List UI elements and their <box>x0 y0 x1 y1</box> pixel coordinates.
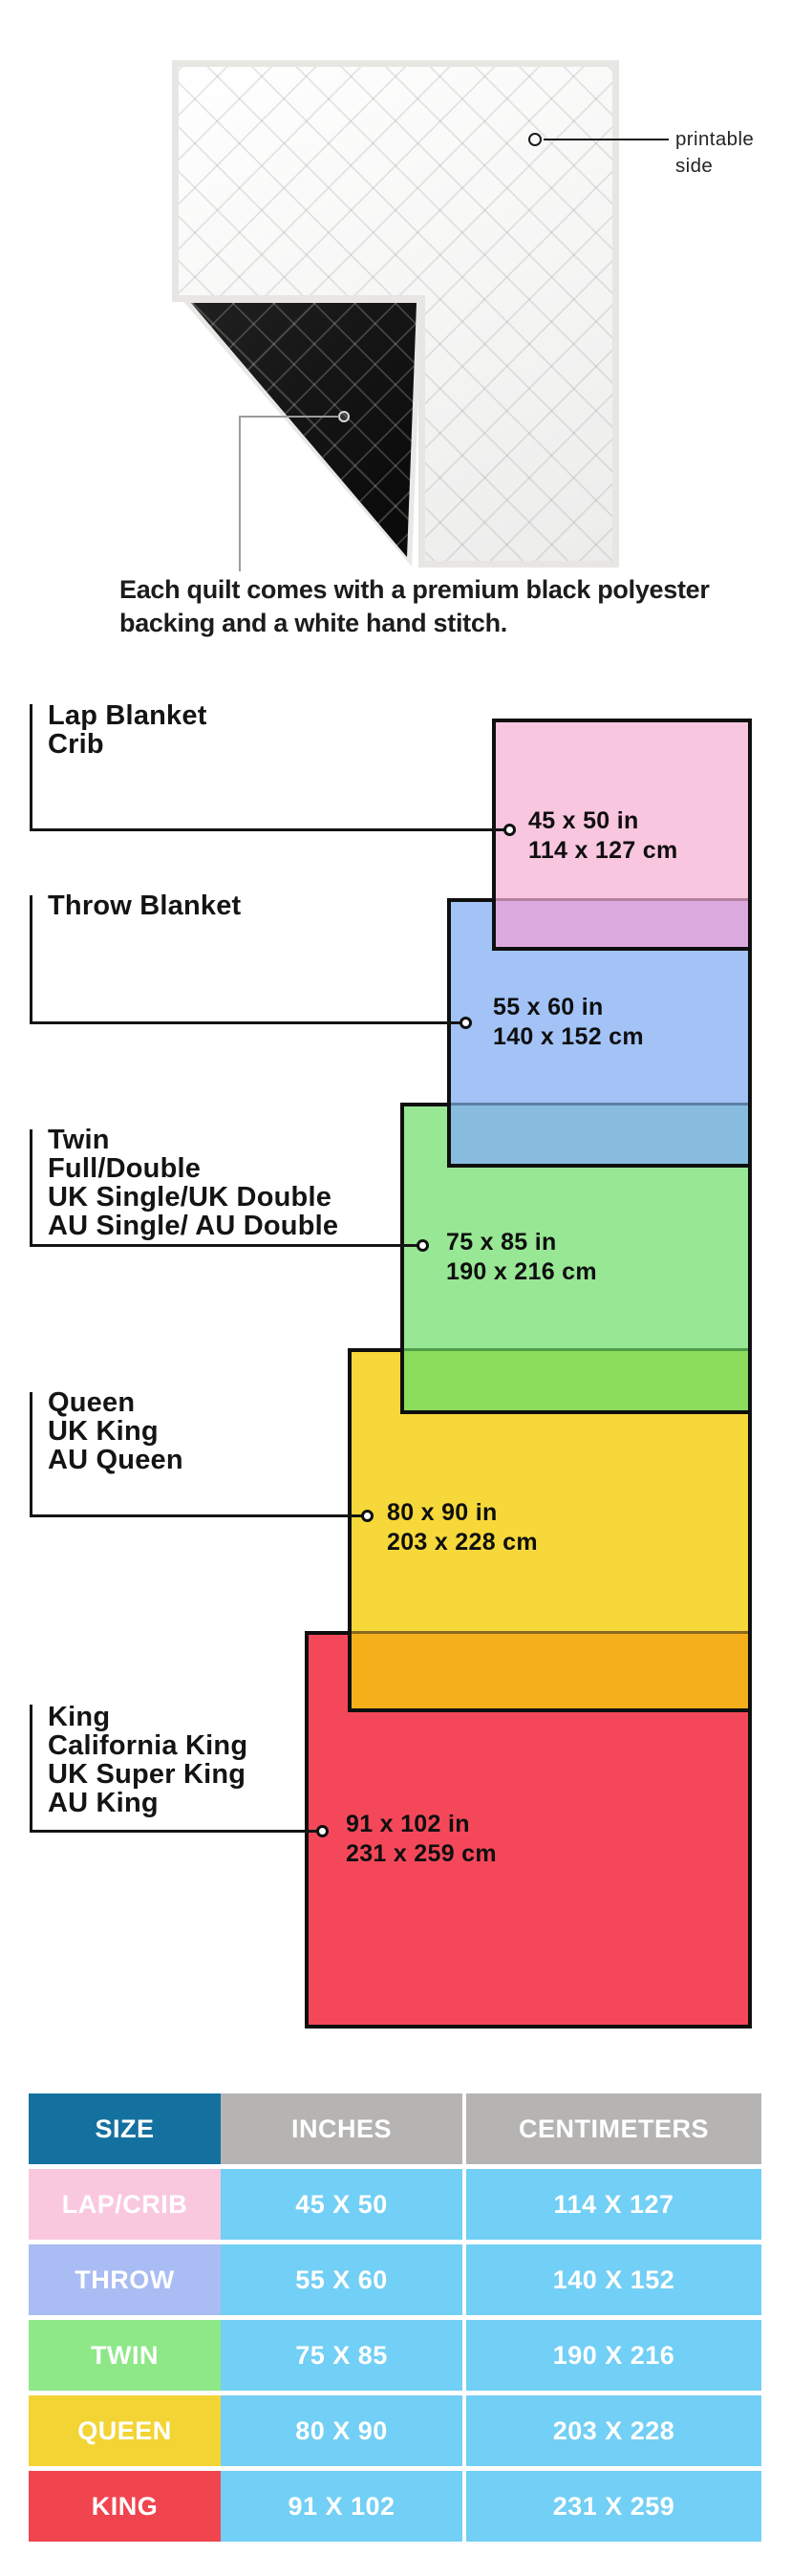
quilt-caption-line2: backing and a white hand stitch. <box>119 609 507 637</box>
table-header-row: SIZE INCHES CENTIMETERS <box>29 2093 761 2164</box>
table-cell-inches: 55 X 60 <box>221 2244 462 2315</box>
overlap-band-queen <box>352 1631 748 1708</box>
size-label-line: Lap Blanket <box>48 700 207 731</box>
size-table: SIZE INCHES CENTIMETERS LAP/CRIB 45 X 50… <box>29 2093 761 2542</box>
label-tick-twin <box>30 1129 32 1245</box>
size-label-line: UK Single/UK Double <box>48 1182 332 1213</box>
size-label-line: AU Queen <box>48 1445 183 1475</box>
table-row: TWIN 75 X 85 190 X 216 <box>29 2320 761 2391</box>
marker-circle-icon-twin <box>417 1239 429 1252</box>
dimension-cm: 231 x 259 cm <box>346 1840 497 1867</box>
printable-side-label-line1: printable <box>675 128 755 150</box>
table-cell-cm: 203 X 228 <box>466 2395 761 2466</box>
size-label-line: AU King <box>48 1788 159 1818</box>
table-cell-inches: 75 X 85 <box>221 2320 462 2391</box>
black-backing-marker-circle-icon <box>338 411 350 422</box>
table-header-inches: INCHES <box>221 2093 462 2164</box>
table-row: KING 91 X 102 231 X 259 <box>29 2471 761 2542</box>
table-cell-cm: 231 X 259 <box>466 2471 761 2542</box>
dimension-inches: 75 x 85 in <box>446 1229 557 1256</box>
label-tick-queen <box>30 1392 32 1515</box>
size-label-line: California King <box>48 1730 248 1761</box>
printable-side-label-line2: side <box>675 155 714 177</box>
size-label-queen: Queen UK King AU Queen <box>48 1388 183 1474</box>
printable-side-marker-circle-icon <box>528 133 542 146</box>
printable-side-label: printable side <box>675 126 754 180</box>
marker-circle-icon-queen <box>361 1510 374 1522</box>
table-cell-size: LAP/CRIB <box>29 2169 221 2240</box>
table-cell-size: KING <box>29 2471 221 2542</box>
dimension-cm: 140 x 152 cm <box>493 1023 644 1050</box>
quilt-caption: Each quilt comes with a premium black po… <box>119 573 710 640</box>
table-cell-inches: 45 X 50 <box>221 2169 462 2240</box>
label-tick-king <box>30 1705 32 1831</box>
size-label-line: UK King <box>48 1416 159 1447</box>
table-cell-cm: 114 X 127 <box>466 2169 761 2240</box>
table-row: LAP/CRIB 45 X 50 114 X 127 <box>29 2169 761 2240</box>
size-label-line: Queen <box>48 1387 136 1418</box>
table-cell-cm: 190 X 216 <box>466 2320 761 2391</box>
quilt-caption-line1: Each quilt comes with a premium black po… <box>119 575 710 604</box>
size-rect-lap <box>492 719 752 951</box>
table-cell-inches: 91 X 102 <box>221 2471 462 2542</box>
dimension-text-lap: 45 x 50 in 114 x 127 cm <box>528 806 678 866</box>
table-header-size: SIZE <box>29 2093 221 2164</box>
leader-line-king <box>30 1830 317 1833</box>
dimension-inches: 45 x 50 in <box>528 807 639 834</box>
dimension-inches: 80 x 90 in <box>387 1499 498 1526</box>
size-label-twin: Twin Full/Double UK Single/UK Double AU … <box>48 1126 338 1240</box>
size-label-king: King California King UK Super King AU Ki… <box>48 1703 247 1817</box>
table-cell-size: QUEEN <box>29 2395 221 2466</box>
overlap-band-twin <box>404 1348 748 1410</box>
marker-circle-icon-lap <box>503 824 516 836</box>
size-label-line: UK Super King <box>48 1759 246 1790</box>
table-row: QUEEN 80 X 90 203 X 228 <box>29 2395 761 2466</box>
table-cell-size: THROW <box>29 2244 221 2315</box>
leader-line-lap <box>30 828 504 831</box>
dimension-cm: 190 x 216 cm <box>446 1258 597 1285</box>
size-label-line: King <box>48 1702 111 1732</box>
black-backing-leader-line-horizontal <box>240 416 339 418</box>
label-tick-lap <box>30 704 32 829</box>
size-label-lap: Lap Blanket Crib <box>48 701 207 759</box>
dimension-inches: 91 x 102 in <box>346 1811 470 1837</box>
size-label-line: Throw Blanket <box>48 891 242 921</box>
size-label-line: Crib <box>48 729 104 760</box>
label-tick-throw <box>30 895 32 1021</box>
table-row: THROW 55 X 60 140 X 152 <box>29 2244 761 2315</box>
leader-line-queen <box>30 1514 362 1517</box>
overlap-band-throw <box>451 1103 748 1164</box>
printable-side-leader-line <box>544 139 669 140</box>
table-header-centimeters: CENTIMETERS <box>466 2093 761 2164</box>
quilt-photo <box>172 60 619 568</box>
dimension-text-twin: 75 x 85 in 190 x 216 cm <box>446 1228 597 1287</box>
size-label-line: AU Single/ AU Double <box>48 1211 339 1241</box>
dimension-text-queen: 80 x 90 in 203 x 228 cm <box>387 1498 538 1557</box>
black-backing-leader-line-vertical <box>239 416 241 571</box>
leader-line-twin <box>30 1244 417 1247</box>
dimension-cm: 114 x 127 cm <box>528 837 678 864</box>
marker-circle-icon-throw <box>460 1017 472 1029</box>
dimension-text-king: 91 x 102 in 231 x 259 cm <box>346 1810 497 1869</box>
table-cell-inches: 80 X 90 <box>221 2395 462 2466</box>
table-cell-cm: 140 X 152 <box>466 2244 761 2315</box>
size-label-throw: Throw Blanket <box>48 891 241 920</box>
dimension-inches: 55 x 60 in <box>493 994 604 1020</box>
size-label-line: Twin <box>48 1125 110 1155</box>
size-label-line: Full/Double <box>48 1153 202 1184</box>
marker-circle-icon-king <box>316 1825 329 1837</box>
dimension-text-throw: 55 x 60 in 140 x 152 cm <box>493 993 644 1052</box>
overlap-band-lap <box>496 898 748 947</box>
leader-line-throw <box>30 1021 460 1024</box>
table-cell-size: TWIN <box>29 2320 221 2391</box>
dimension-cm: 203 x 228 cm <box>387 1529 538 1556</box>
